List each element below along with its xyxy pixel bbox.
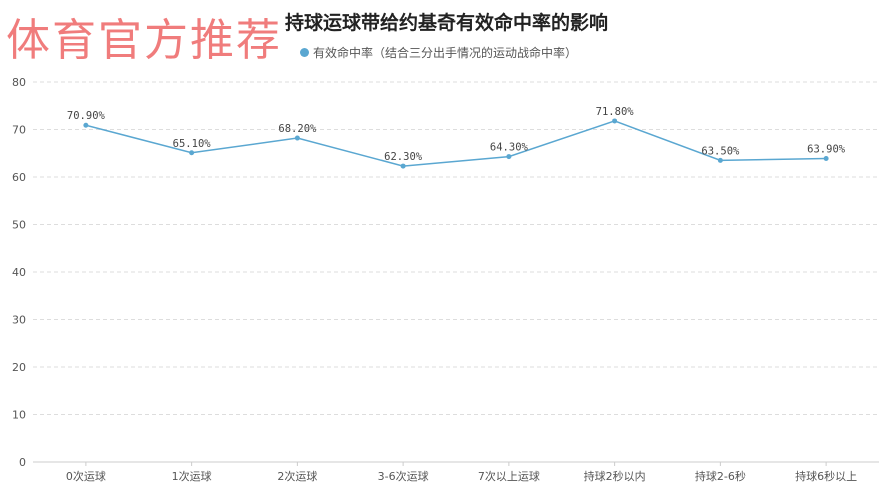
data-point bbox=[189, 150, 195, 156]
data-label: 64.30% bbox=[490, 142, 529, 154]
data-point bbox=[294, 135, 300, 141]
data-label: 70.90% bbox=[67, 110, 106, 122]
legend-label: 有效命中率（结合三分出手情况的运动战命中率） bbox=[313, 46, 578, 60]
data-label: 65.10% bbox=[173, 138, 212, 150]
watermark: 体育官方推荐 bbox=[6, 15, 282, 66]
x-tick-label: 持球2秒以内 bbox=[584, 469, 646, 483]
x-tick-label: 3-6次运球 bbox=[378, 469, 429, 483]
data-point bbox=[400, 163, 406, 169]
legend-marker-icon bbox=[300, 48, 309, 57]
x-tick-label: 持球2-6秒 bbox=[695, 469, 746, 483]
y-tick-label: 30 bbox=[12, 314, 26, 327]
y-tick-label: 20 bbox=[12, 361, 26, 374]
chart-title: 持球运球带给约基奇有效命中率的影响 bbox=[284, 12, 608, 34]
data-point bbox=[823, 155, 829, 161]
data-label: 71.80% bbox=[596, 106, 635, 118]
data-label: 63.50% bbox=[701, 145, 740, 157]
x-tick-label: 持球6秒以上 bbox=[795, 469, 857, 483]
data-label: 68.20% bbox=[278, 123, 317, 135]
y-tick-label: 10 bbox=[12, 409, 26, 422]
y-tick-label: 80 bbox=[12, 76, 26, 89]
series-line bbox=[85, 120, 827, 167]
data-label: 62.30% bbox=[384, 151, 423, 163]
data-point bbox=[506, 154, 512, 160]
data-label: 63.90% bbox=[807, 143, 846, 155]
y-tick-label: 60 bbox=[12, 171, 26, 184]
data-point bbox=[612, 118, 618, 124]
legend[interactable]: 有效命中率（结合三分出手情况的运动战命中率） bbox=[300, 44, 577, 61]
data-point bbox=[717, 157, 723, 163]
y-tick-label: 50 bbox=[12, 219, 26, 232]
y-tick-label: 70 bbox=[12, 124, 26, 137]
data-point bbox=[83, 122, 89, 128]
x-tick-label: 0次运球 bbox=[66, 469, 106, 483]
y-tick-label: 0 bbox=[19, 456, 26, 469]
x-tick-label: 7次以上运球 bbox=[478, 469, 540, 483]
x-tick-label: 1次运球 bbox=[172, 469, 212, 483]
x-tick-label: 2次运球 bbox=[277, 469, 317, 483]
y-tick-label: 40 bbox=[12, 266, 26, 279]
